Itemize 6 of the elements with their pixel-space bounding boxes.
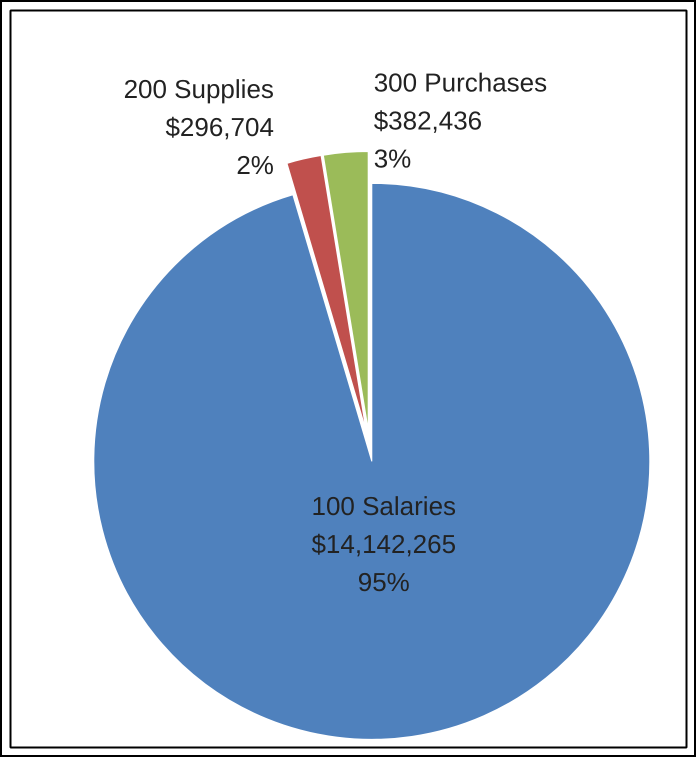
slice-label: 300 Purchases <box>374 67 548 98</box>
data-label: $296,704 2% <box>165 112 274 180</box>
data-label: $382,436 3% <box>374 105 482 174</box>
slice-label: 100 Salaries <box>311 490 456 521</box>
slice-label: 200 Supplies <box>124 74 274 104</box>
data-label: $14,142,265 95% <box>311 528 456 597</box>
